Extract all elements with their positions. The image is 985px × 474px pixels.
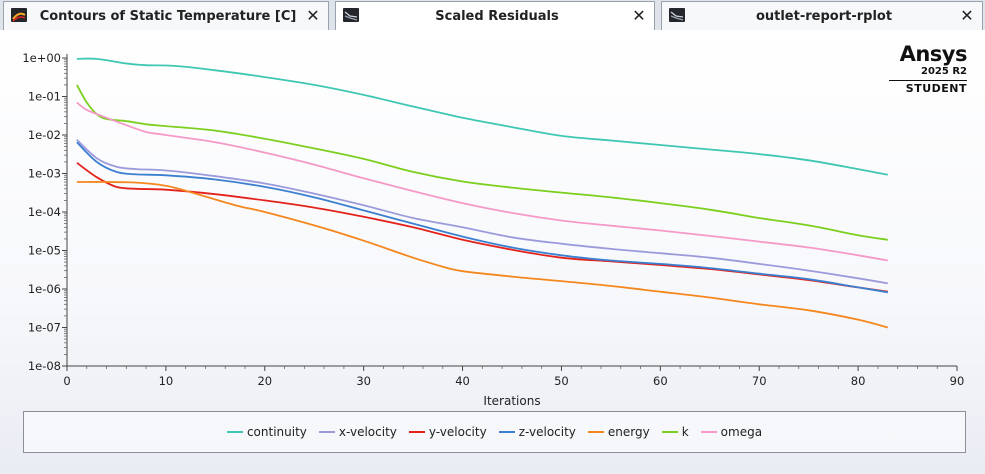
tab-label: Contours of Static Temperature [C] [39, 9, 297, 24]
tab-label: outlet-report-rplot [755, 9, 893, 24]
legend-item-x-velocity: x-velocity [318, 425, 397, 439]
x-tick-label: 90 [950, 374, 965, 388]
contour-icon [11, 8, 27, 22]
close-icon[interactable]: ✕ [306, 6, 320, 25]
y-tick-label: 1e-04 [28, 205, 61, 219]
x-tick-label: 60 [653, 374, 668, 388]
series-line-omega [76, 101, 888, 262]
legend-swatch [700, 431, 717, 433]
legend-swatch [318, 431, 335, 433]
legend-item-continuity: continuity [226, 425, 307, 439]
legend-item-energy: energy [587, 425, 650, 439]
y-tick-label: 1e-06 [28, 282, 61, 296]
x-tick-label: 80 [851, 374, 866, 388]
series-line-x-velocity [76, 139, 888, 285]
legend-item-k: k [661, 425, 689, 439]
legend-item-z-velocity: z-velocity [498, 425, 576, 439]
x-axis-title: Iterations [483, 394, 540, 408]
ansys-logo: Ansys 2025 R2 STUDENT [889, 42, 968, 96]
series-line-continuity [76, 57, 888, 176]
legend-item-omega: omega [700, 425, 763, 439]
legend-label: z-velocity [518, 425, 576, 439]
series-line-z-velocity [76, 141, 888, 294]
legend-label: x-velocity [338, 425, 397, 439]
graphics-window[interactable]: 1e+00 1e-01 1e-02 1e-03 1e-04 1e-05 1e-06 1e-07… [0, 30, 985, 474]
y-tick-label: 1e-05 [28, 244, 61, 258]
close-icon[interactable]: ✕ [632, 6, 646, 25]
y-tick-label: 1e-01 [28, 90, 61, 104]
y-tick-label: 1e+00 [22, 51, 61, 65]
x-tick-label: 40 [455, 374, 470, 388]
y-tick-label: 1e-02 [28, 128, 61, 142]
x-tick-label: 50 [554, 374, 569, 388]
legend-label: y-velocity [428, 425, 487, 439]
legend-swatch [498, 431, 515, 433]
residuals-chart: 1e+00 1e-01 1e-02 1e-03 1e-04 1e-05 1e-06 1e-07… [22, 51, 965, 408]
legend-label: omega [720, 425, 763, 439]
legend-label: continuity [246, 425, 307, 439]
x-tick-label: 30 [356, 374, 371, 388]
y-tick-label: 1e-08 [28, 359, 61, 373]
legend-label: k [681, 425, 689, 439]
legend-swatch [587, 431, 604, 433]
y-tick-label: 1e-07 [28, 321, 61, 335]
tab-label: Scaled Residuals [435, 9, 559, 24]
series-line-energy [76, 181, 889, 329]
tab-static-temperature-contours[interactable]: Contours of Static Temperature [C] ✕ [3, 1, 329, 30]
x-tick-label: 10 [159, 374, 174, 388]
tab-scaled-residuals[interactable]: Scaled Residuals ✕ [335, 1, 655, 30]
chart-legend: continuity x-velocity y-velocity z-velocity… [23, 411, 966, 453]
legend-item-y-velocity: y-velocity [408, 425, 487, 439]
series-line-k [76, 84, 888, 241]
x-tick-label: 20 [257, 374, 272, 388]
legend-swatch [408, 431, 425, 433]
x-tick-label: 0 [63, 374, 70, 388]
legend-swatch [226, 431, 243, 433]
legend-label: energy [607, 425, 650, 439]
tab-outlet-report-rplot[interactable]: outlet-report-rplot ✕ [661, 1, 983, 30]
logo-release: 2025 R2 [889, 66, 967, 81]
legend-swatch [661, 431, 678, 433]
plot-icon [669, 8, 685, 22]
x-tick-label: 70 [752, 374, 767, 388]
y-tick-label: 1e-03 [28, 167, 61, 181]
tab-bar: Contours of Static Temperature [C] ✕ Sca… [0, 0, 985, 30]
close-icon[interactable]: ✕ [960, 6, 974, 25]
series-line-y-velocity [76, 162, 888, 293]
logo-edition: STUDENT [905, 82, 967, 95]
logo-brand: Ansys [899, 42, 968, 66]
plot-icon [343, 8, 359, 22]
